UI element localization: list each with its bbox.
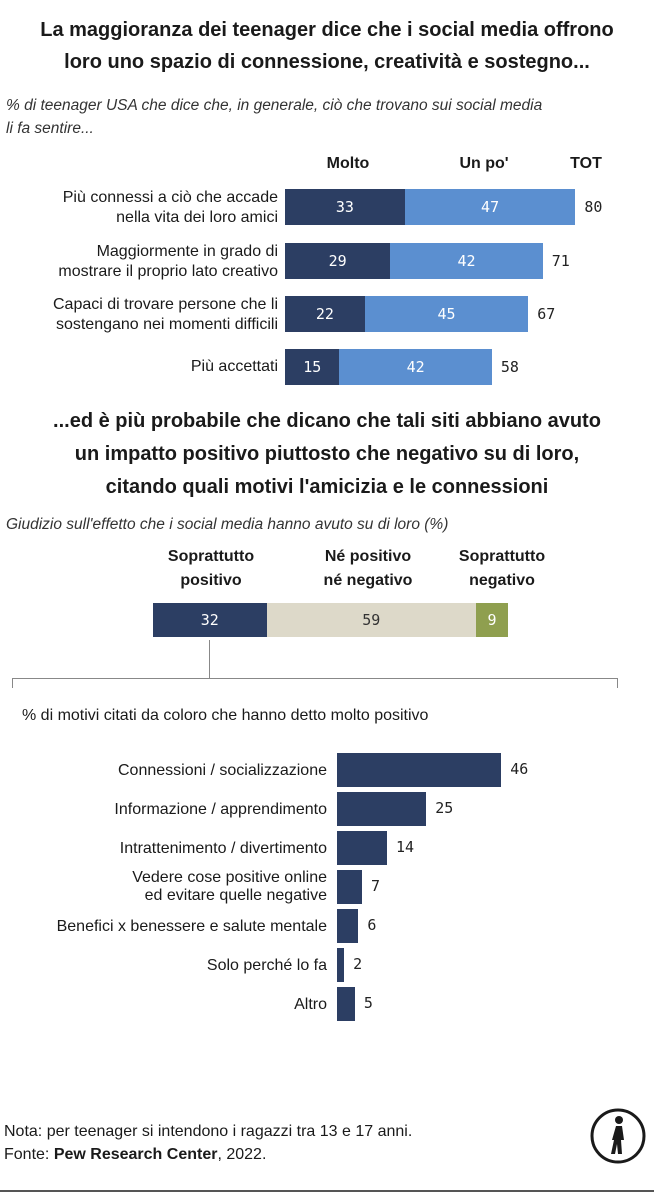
segment-header-line: Soprattutto	[458, 548, 546, 565]
bar-reason	[337, 987, 355, 1021]
total-label: 67	[537, 305, 556, 323]
category-label: Più accettati	[0, 357, 278, 377]
value-label: 25	[435, 799, 454, 817]
total-label: 58	[500, 358, 519, 376]
chart1-subtitle: % di teenager USA che dice che, in gener…	[6, 94, 646, 140]
bracket-left-tick	[12, 678, 13, 688]
bar-reason	[337, 870, 362, 904]
category-label-line: Più accettati	[190, 358, 278, 375]
bar-segment: 32	[153, 603, 267, 637]
bar-un-po: 42	[390, 243, 543, 279]
title-line-2: loro uno spazio di connessione, creativi…	[64, 51, 590, 73]
segment-header-line: positivo	[180, 572, 242, 589]
title-line-1: La maggioranza dei teenager dice che i s…	[40, 19, 614, 41]
bar-reason	[337, 792, 427, 826]
bar-molto: 22	[285, 296, 365, 332]
total-label: 80	[584, 198, 603, 216]
bar-reason	[337, 909, 359, 943]
source-prefix: Fonte:	[4, 1146, 54, 1163]
category-label: Altro	[0, 996, 327, 1014]
category-label-line: Solo perché lo fa	[206, 957, 327, 974]
source-suffix: , 2022.	[217, 1146, 267, 1163]
bar-segment: 59	[266, 603, 477, 637]
bar-segment: 9	[476, 603, 508, 637]
chart3-subtitle: % di motivi citati da coloro che hanno d…	[22, 707, 429, 724]
bar-molto: 29	[285, 243, 391, 279]
bracket-line	[12, 678, 618, 679]
category-label-line: Più connessi a ciò che accade	[62, 189, 278, 206]
category-label-line: Altro	[294, 996, 327, 1013]
category-label-line: Vedere cose positive online	[132, 869, 327, 886]
category-label: Capaci di trovare persone che li sostenga…	[0, 295, 278, 335]
category-label-line: mostrare il proprio lato creativo	[58, 263, 278, 280]
category-label: Maggiormente in grado di mostrare il prop…	[0, 242, 278, 282]
category-label-line: nella vita dei loro amici	[116, 209, 278, 226]
category-label: Più connessi a ciò che accade nella vita …	[0, 188, 278, 228]
footer-source: Fonte: Pew Research Center, 2022.	[4, 1143, 412, 1166]
bar-un-po: 42	[339, 349, 492, 385]
value-label: 6	[367, 916, 377, 934]
category-label: Benefici x benessere e salute mentale	[0, 918, 327, 936]
segment-header-line: negativo	[469, 572, 535, 589]
value-label: 5	[363, 994, 373, 1012]
logo	[586, 1104, 650, 1168]
category-label: Intrattenimento / divertimento	[0, 840, 327, 858]
bar-reason	[337, 948, 345, 982]
segment-header: Né positivo né negativo	[288, 545, 448, 593]
col-header-un-po: Un po'	[459, 155, 509, 172]
value-label: 14	[395, 838, 415, 856]
value-label: 46	[510, 760, 529, 778]
section2-title-line-2: un impatto positivo piuttosto che negati…	[74, 443, 580, 465]
bar-reason	[337, 753, 502, 787]
bar-un-po: 45	[364, 296, 529, 332]
category-label: Connessioni / socializzazione	[0, 762, 327, 780]
subtitle-line-2: li fa sentire...	[6, 120, 94, 137]
page-title: La maggioranza dei teenager dice che i s…	[0, 14, 654, 78]
segment-header: Soprattutto positivo	[131, 545, 291, 593]
category-label-line: ed evitare quelle negative	[144, 887, 327, 904]
section2-title-line-3: citando quali motivi l'amicizia e le con…	[105, 476, 549, 498]
pedestrian-icon	[590, 1108, 646, 1164]
category-label-line: Maggiormente in grado di	[96, 243, 278, 260]
connector-line	[209, 640, 210, 678]
bottom-rule	[0, 1190, 654, 1192]
section2-title: ...ed è più probabile che dicano che tal…	[0, 405, 654, 504]
category-label-line: sostengano nei momenti difficili	[55, 316, 278, 333]
category-label-line: Informazione / apprendimento	[114, 801, 327, 818]
col-header-tot: TOT	[570, 155, 602, 172]
subtitle-line-1: % di teenager USA che dice che, in gener…	[6, 97, 543, 114]
category-label-line: Intrattenimento / divertimento	[119, 840, 327, 857]
bar-molto: 33	[285, 189, 405, 225]
category-label-line: Benefici x benessere e salute mentale	[56, 918, 327, 935]
source-name: Pew Research Center	[53, 1146, 218, 1163]
footer-note: Nota: per teenager si intendono i ragazz…	[4, 1123, 413, 1140]
chart2-subtitle: Giudizio sull'effetto che i social media…	[6, 516, 449, 533]
category-label: Informazione / apprendimento	[0, 801, 327, 819]
bracket-right-tick	[617, 678, 618, 688]
section2-title-line-1: ...ed è più probabile che dicano che tal…	[53, 410, 601, 432]
bar-un-po: 47	[404, 189, 576, 225]
col-header-molto: Molto	[326, 155, 370, 172]
bar-molto: 15	[285, 349, 340, 385]
category-label: Solo perché lo fa	[0, 957, 327, 975]
segment-header: Soprattutto negativo	[422, 545, 582, 593]
value-label: 2	[353, 955, 363, 973]
bar-reason	[337, 831, 387, 865]
segment-header-line: Soprattutto	[167, 548, 255, 565]
value-label: 7	[370, 877, 381, 895]
footer-text: Nota: per teenager si intendono i ragazz…	[4, 1120, 412, 1166]
total-label: 71	[551, 252, 570, 270]
category-label-line: Capaci di trovare persone che li	[52, 296, 278, 313]
category-label: Vedere cose positive online ed evitare qu…	[0, 869, 327, 905]
category-label-line: Connessioni / socializzazione	[118, 762, 327, 779]
segment-header-line: Né positivo	[324, 548, 412, 565]
segment-header-line: né negativo	[323, 572, 413, 589]
